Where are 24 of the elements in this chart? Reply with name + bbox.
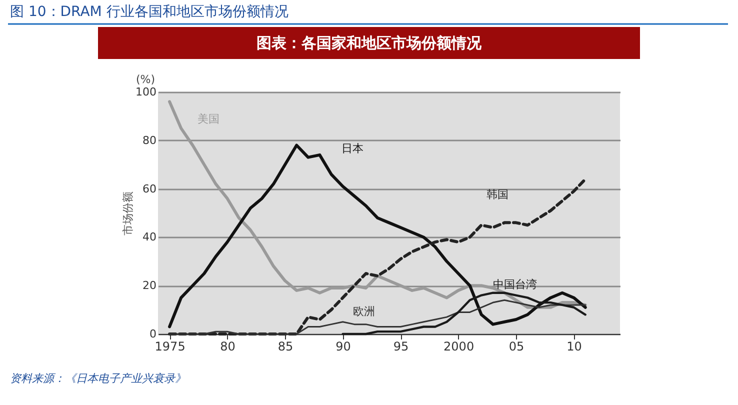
series-label: 美国 (198, 112, 220, 126)
series-label: 欧洲 (352, 304, 375, 318)
text: 资料来源：《日本电子产业兴衰录》 (10, 372, 186, 385)
x-tick-label: 95 (393, 340, 409, 354)
y-tick-label: 40 (142, 230, 156, 244)
series-label: 中国台湾 (492, 278, 537, 291)
chart-title: 图 10：DRAM 行业各国和地区市场份额情况 (10, 4, 288, 20)
x-tick-label: 80 (220, 340, 236, 354)
x-tick-label: 90 (336, 340, 351, 354)
y-tick-label: 80 (142, 134, 156, 147)
y-tick-label: 100 (136, 86, 156, 98)
x-tick-label: 05 (508, 340, 524, 354)
y-tick-label: 20 (142, 279, 156, 292)
series-label: 日本 (342, 142, 364, 155)
y-tick-label: 60 (142, 182, 156, 196)
x-tick-label: 85 (278, 340, 294, 354)
x-tick-label: 10 (566, 340, 582, 354)
series-label: 韩国 (486, 188, 508, 202)
x-tick-label: 1975 (154, 340, 186, 354)
chart-subtitle: 图表：各国家和地区市场份额情况 (256, 34, 482, 52)
y-axis-title: 市场份额 (122, 192, 135, 236)
text: (%) (136, 73, 156, 86)
y-tick-label: 0 (150, 328, 156, 340)
x-tick-label: 2000 (444, 340, 474, 354)
